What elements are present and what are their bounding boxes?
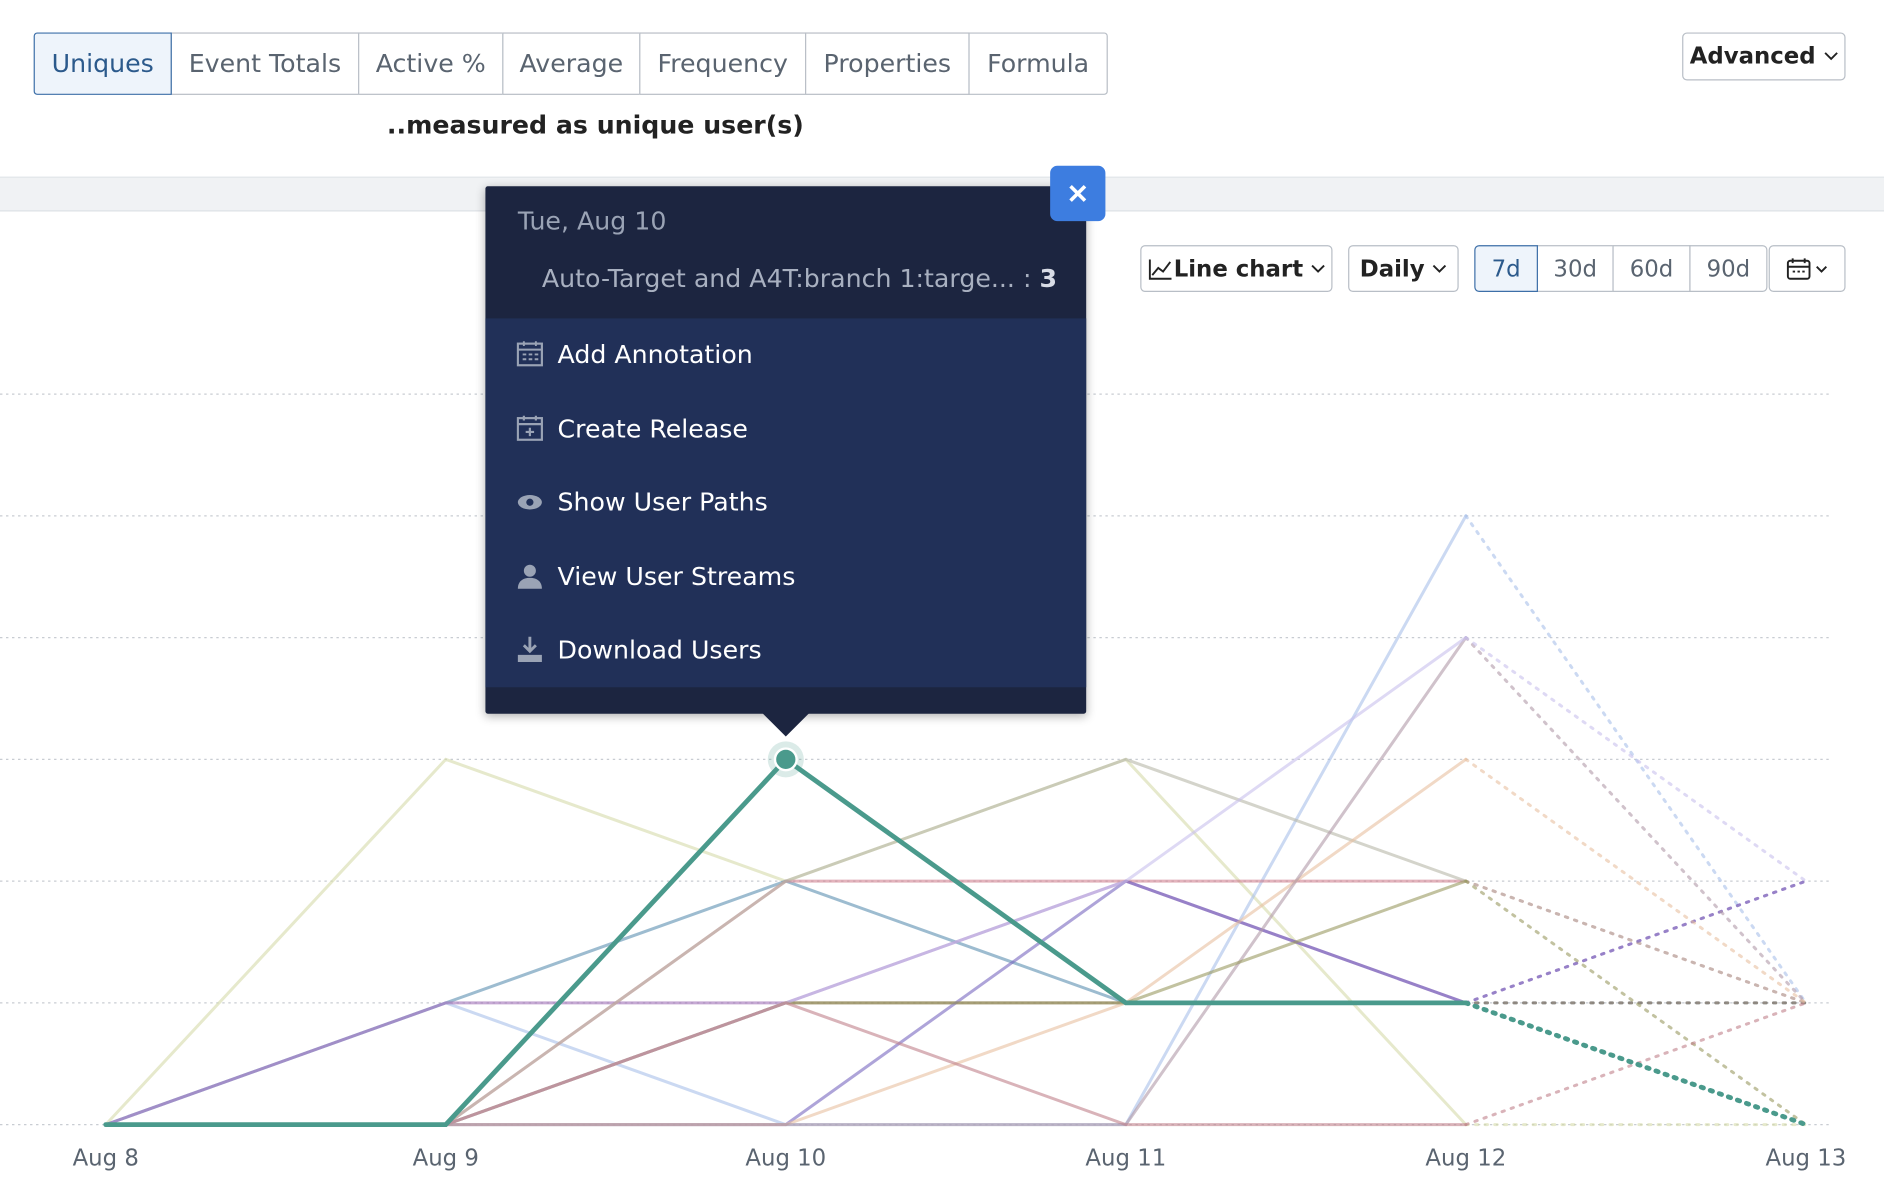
series-line bbox=[1464, 879, 1808, 1005]
range-button[interactable]: 30d bbox=[1536, 245, 1614, 292]
tooltip-menu bbox=[485, 318, 1087, 688]
range-button[interactable]: 60d bbox=[1612, 245, 1691, 292]
series-line bbox=[1464, 1001, 1808, 1127]
highlight-point bbox=[773, 747, 798, 772]
series-line bbox=[1464, 757, 1808, 1005]
series-line bbox=[104, 757, 1468, 1127]
calendar-icon bbox=[1786, 257, 1828, 280]
menu-item[interactable]: Show User Paths bbox=[485, 466, 1086, 538]
chevron bbox=[1433, 264, 1447, 273]
chevron bbox=[1311, 264, 1325, 273]
date-picker-button[interactable] bbox=[1768, 245, 1846, 292]
x-tick-label: Aug 13 bbox=[1765, 1145, 1846, 1171]
tab[interactable]: Average bbox=[502, 32, 641, 95]
menu-label: Create Release bbox=[557, 413, 748, 443]
menu-label: Add Annotation bbox=[557, 340, 753, 369]
chart-type-button[interactable]: Line chart bbox=[1140, 245, 1333, 292]
tooltip-arrow bbox=[761, 712, 810, 737]
menu-icon bbox=[517, 564, 542, 589]
menu-icon bbox=[517, 495, 542, 510]
series-line bbox=[104, 757, 1468, 1127]
tab[interactable]: Active % bbox=[358, 32, 504, 95]
series-line bbox=[1464, 636, 1808, 883]
menu-item[interactable]: View User Streams bbox=[485, 540, 1086, 612]
series-line bbox=[103, 756, 1469, 1128]
close-icon bbox=[1069, 184, 1087, 202]
x-tick-label: Aug 11 bbox=[1085, 1145, 1166, 1171]
advanced-button[interactable]: Advanced bbox=[1682, 32, 1846, 81]
x-tick-label: Aug 9 bbox=[413, 1145, 479, 1171]
tooltip-date: Tue, Aug 10 bbox=[517, 206, 667, 236]
menu-label: View User Streams bbox=[557, 561, 796, 591]
line-chart-icon bbox=[1148, 258, 1172, 280]
x-tick-label: Aug 12 bbox=[1425, 1145, 1506, 1171]
close-button[interactable] bbox=[1050, 165, 1106, 222]
series-line bbox=[104, 1001, 1468, 1127]
interval-label: Daily bbox=[1359, 255, 1425, 282]
series-line bbox=[1464, 879, 1808, 1005]
menu-item[interactable]: Add Annotation bbox=[485, 318, 1086, 390]
range-button[interactable]: 90d bbox=[1689, 245, 1768, 292]
menu-icon bbox=[516, 341, 543, 367]
advanced-label: Advanced bbox=[1689, 43, 1816, 70]
series-line bbox=[1464, 514, 1808, 1005]
x-tick-label: Aug 10 bbox=[745, 1145, 826, 1171]
tab[interactable]: Frequency bbox=[639, 32, 807, 95]
chevron bbox=[1824, 52, 1838, 61]
menu-icon bbox=[516, 415, 543, 441]
tooltip-value: 3 bbox=[1039, 264, 1058, 294]
x-tick-label: Aug 8 bbox=[73, 1145, 139, 1171]
range-button[interactable]: 7d bbox=[1474, 245, 1538, 292]
top-panel bbox=[0, 0, 1884, 178]
tab[interactable]: Uniques bbox=[33, 32, 172, 95]
series-line bbox=[104, 1001, 1468, 1127]
tooltip-row: Auto-Target and A4T:branch 1:targe... : … bbox=[542, 264, 1057, 293]
series-line bbox=[104, 757, 1468, 1127]
menu-label: Download Users bbox=[557, 635, 762, 665]
series-line bbox=[1463, 1000, 1809, 1128]
series-line bbox=[1464, 636, 1808, 1005]
menu-item[interactable]: Create Release bbox=[485, 392, 1086, 464]
tab[interactable]: Event Totals bbox=[170, 32, 360, 95]
menu-icon bbox=[517, 636, 542, 663]
series-line bbox=[1464, 879, 1808, 1127]
menu-label: Show User Paths bbox=[557, 487, 768, 517]
interval-button[interactable]: Daily bbox=[1348, 245, 1459, 292]
menu-item[interactable]: Download Users bbox=[485, 614, 1086, 686]
tooltip-series: Auto-Target and A4T:branch 1:targe... : bbox=[541, 264, 1032, 294]
subtitle: ..measured as unique user(s) bbox=[386, 110, 804, 140]
tab[interactable]: Formula bbox=[968, 32, 1108, 95]
chart-type-label: Line chart bbox=[1173, 255, 1304, 282]
tab[interactable]: Properties bbox=[805, 32, 970, 95]
